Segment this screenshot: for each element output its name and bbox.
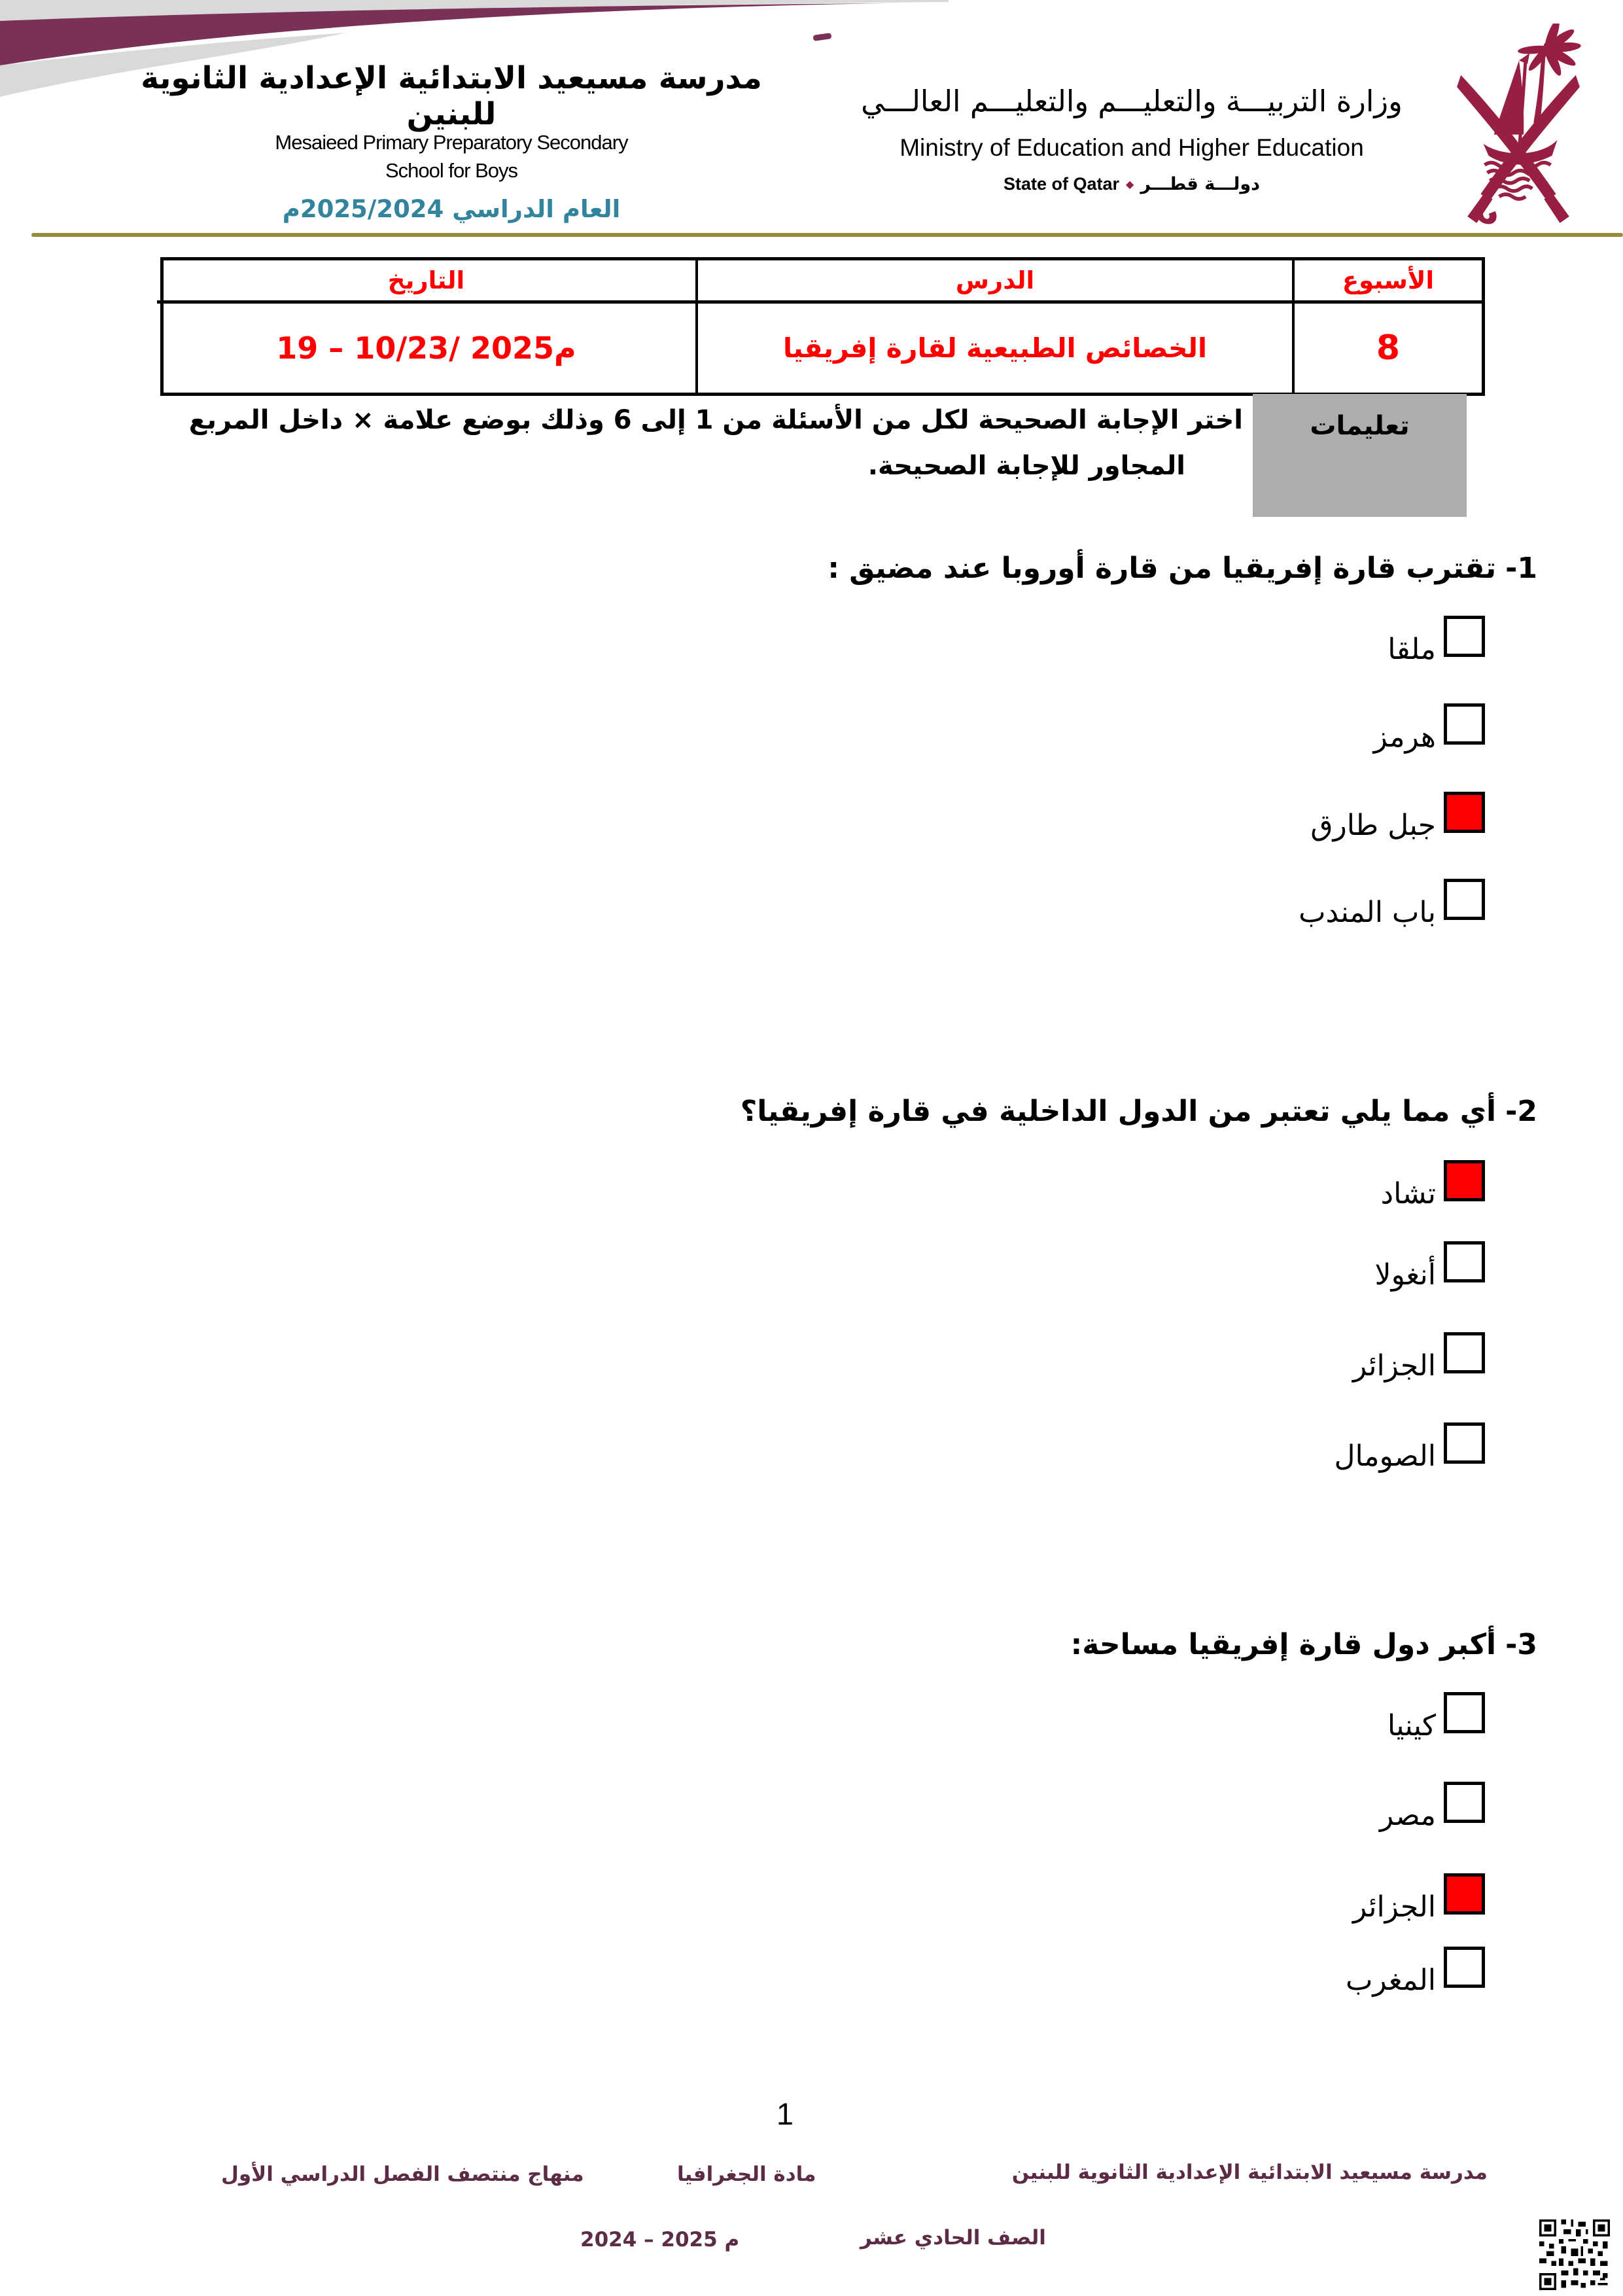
answer-checkbox[interactable] <box>1444 703 1485 745</box>
qr-code <box>1539 2219 1610 2290</box>
answer-checkbox[interactable] <box>1444 1947 1485 1988</box>
table-value-date: م2025 /10/23 – 19 <box>276 330 576 366</box>
answer-checkbox[interactable] <box>1444 616 1485 657</box>
answer-checkbox[interactable] <box>1444 1873 1485 1915</box>
question-3-number: 3- <box>1505 1628 1537 1661</box>
question-3-option-4: المغرب <box>1346 1947 1485 1995</box>
diamond-separator-icon: ◆ <box>1126 178 1134 190</box>
question-1-option-4: باب المندب <box>1299 879 1485 927</box>
question-3-option-1: كينيا <box>1387 1692 1485 1740</box>
instructions-label: تعليمات <box>1310 411 1410 441</box>
ministry-name-english: Ministry of Education and Higher Educati… <box>899 134 1364 161</box>
table-header-lesson: الدرس <box>695 260 1292 304</box>
question-1-text: تقترب قارة إفريقيا من قارة أوروبا عند مض… <box>828 552 1497 585</box>
question-2-text: أي مما يلي تعتبر من الدول الداخلية في قا… <box>740 1095 1497 1128</box>
footer-grade: الصف الحادي عشر <box>860 2226 1046 2250</box>
instructions-box: تعليمات <box>1253 394 1467 517</box>
option-label: جبل طارق <box>1310 809 1436 842</box>
gold-divider-line <box>31 233 1623 237</box>
footer-school-name: مدرسة مسيعيد الابتدائية الإعدادية الثانو… <box>1011 2161 1488 2184</box>
question-3-option-3: الجزائر <box>1353 1873 1485 1922</box>
instructions-line1: اختر الإجابة الصحيحة لكل من الأسئلة من 1… <box>188 405 1243 435</box>
qatar-emblem-icon <box>1457 24 1581 224</box>
state-of-qatar-arabic: دولـــة قطـــر <box>1140 174 1261 194</box>
option-label: المغرب <box>1346 1964 1436 1997</box>
school-name-arabic: مدرسة مسيعيد الابتدائية الإعدادية الثانو… <box>141 60 762 132</box>
question-2-option-1: تشاد <box>1380 1160 1485 1210</box>
option-label: الجزائر <box>1352 1349 1436 1383</box>
question-3-text: أكبر دول قارة إفريقيا مساحة: <box>1070 1628 1497 1661</box>
question-3: 3- أكبر دول قارة إفريقيا مساحة: <box>1071 1628 1537 1661</box>
question-2-option-2: أنغولا <box>1374 1241 1485 1290</box>
question-2: 2- أي مما يلي تعتبر من الدول الداخلية في… <box>741 1095 1537 1128</box>
option-label: ملقا <box>1387 633 1436 666</box>
state-of-qatar-english: State of Qatar <box>1003 174 1120 194</box>
question-2-option-4: الصومال <box>1335 1422 1485 1471</box>
table-value-week: 8 <box>1292 304 1482 393</box>
footer-subject: مادة الجغرافيا <box>677 2163 816 2186</box>
header-swoosh-graphic <box>0 0 949 97</box>
instructions-line2: المجاور للإجابة الصحيحة. <box>867 451 1185 481</box>
option-label: كينيا <box>1387 1709 1436 1742</box>
ministry-name-arabic: وزارة التربيـــة والتعليـــم والتعليـــم… <box>861 84 1403 118</box>
answer-checkbox[interactable] <box>1444 1692 1485 1733</box>
option-label: باب المندب <box>1299 896 1436 929</box>
option-label: هرمز <box>1373 720 1436 754</box>
answer-checkbox[interactable] <box>1444 1160 1485 1201</box>
question-1-option-1: ملقا <box>1387 616 1485 664</box>
option-label: الجزائر <box>1352 1890 1436 1924</box>
answer-checkbox[interactable] <box>1444 1241 1485 1282</box>
option-label: تشاد <box>1380 1177 1437 1210</box>
instructions-text: اختر الإجابة الصحيحة لكل من الأسئلة من 1… <box>157 407 1243 479</box>
answer-checkbox[interactable] <box>1444 879 1485 920</box>
footer-curriculum: منهاج منتصف الفصل الدراسي الأول <box>221 2163 584 2186</box>
question-1: 1- تقترب قارة إفريقيا من قارة أوروبا عند… <box>828 552 1537 585</box>
footer-year: م 2025 – 2024 <box>580 2228 740 2252</box>
academic-year: العام الدراسي 2025/2024م <box>282 195 621 223</box>
question-1-number: 1- <box>1505 552 1537 585</box>
answer-checkbox[interactable] <box>1444 1332 1485 1373</box>
option-label: أنغولا <box>1374 1258 1436 1292</box>
table-header-date: التاريخ <box>157 260 695 304</box>
table-header-week: الأسبوع <box>1292 260 1482 304</box>
question-3-option-2: مصر <box>1380 1782 1485 1830</box>
table-value-lesson: الخصائص الطبيعية لقارة إفريقيا <box>695 304 1292 393</box>
school-name-english-line1: Mesaieed Primary Preparatory Secondary <box>275 131 628 154</box>
answer-checkbox[interactable] <box>1444 1782 1485 1823</box>
question-2-number: 2- <box>1505 1095 1537 1128</box>
school-name-english-line2: School for Boys <box>385 159 518 182</box>
option-label: مصر <box>1379 1799 1436 1832</box>
state-of-qatar-line: State of Qatar ◆ دولـــة قطـــر <box>814 174 1449 194</box>
question-2-option-3: الجزائر <box>1353 1332 1485 1381</box>
question-1-option-3: جبل طارق <box>1310 792 1485 840</box>
lesson-info-table: الأسبوع الدرس التاريخ 8 الخصائص الطبيعية… <box>157 257 1485 396</box>
question-1-option-2: هرمز <box>1374 703 1485 752</box>
option-label: الصومال <box>1334 1439 1436 1473</box>
page-number: 1 <box>776 2096 794 2131</box>
answer-checkbox[interactable] <box>1444 1422 1485 1464</box>
answer-checkbox[interactable] <box>1444 792 1485 833</box>
